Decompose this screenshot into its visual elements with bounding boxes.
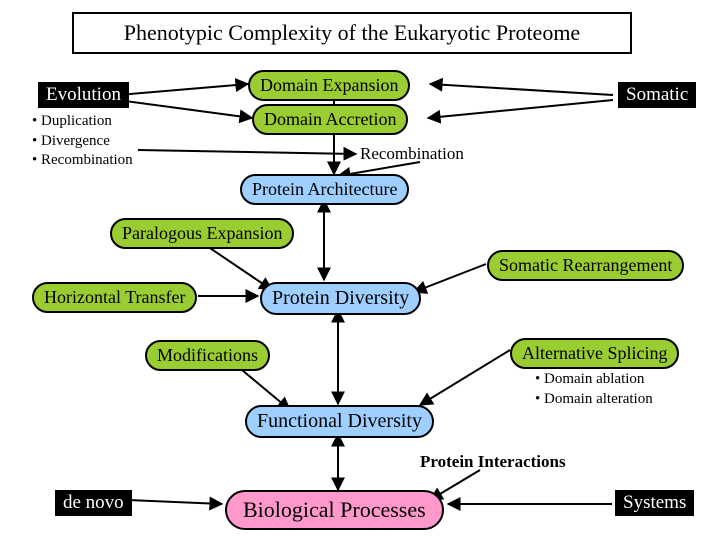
title-box: Phenotypic Complexity of the Eukaryotic … bbox=[72, 12, 632, 54]
protein-diversity-pill: Protein Diversity bbox=[260, 282, 421, 315]
domain-accretion-pill: Domain Accretion bbox=[252, 104, 408, 135]
bullet-item: Duplication bbox=[32, 112, 133, 132]
modifications-pill: Modifications bbox=[145, 340, 270, 371]
alt-splicing-bullets: Domain ablation Domain alteration bbox=[535, 370, 653, 409]
somatic-label: Somatic bbox=[618, 82, 696, 108]
alternative-splicing-pill: Alternative Splicing bbox=[510, 338, 679, 369]
evolution-label: Evolution bbox=[38, 82, 129, 108]
protein-interactions-text: Protein Interactions bbox=[420, 452, 566, 472]
horizontal-transfer-pill: Horizontal Transfer bbox=[32, 282, 197, 313]
bullet-item: Divergence bbox=[32, 132, 133, 152]
paralogous-expansion-pill: Paralogous Expansion bbox=[110, 218, 294, 249]
de-novo-label: de novo bbox=[55, 490, 132, 516]
bullet-item: Domain alteration bbox=[535, 390, 653, 410]
bullet-item: Recombination bbox=[32, 151, 133, 171]
domain-expansion-pill: Domain Expansion bbox=[248, 70, 410, 101]
somatic-rearrangement-pill: Somatic Rearrangement bbox=[487, 250, 684, 281]
evolution-bullets: Duplication Divergence Recombination bbox=[32, 112, 133, 171]
systems-label: Systems bbox=[615, 490, 694, 516]
recombination-text: Recombination bbox=[360, 144, 464, 164]
bullet-item: Domain ablation bbox=[535, 370, 653, 390]
biological-processes-pill: Biological Processes bbox=[225, 490, 444, 530]
functional-diversity-pill: Functional Diversity bbox=[245, 405, 434, 438]
protein-architecture-pill: Protein Architecture bbox=[240, 174, 409, 205]
title-text: Phenotypic Complexity of the Eukaryotic … bbox=[124, 20, 580, 45]
